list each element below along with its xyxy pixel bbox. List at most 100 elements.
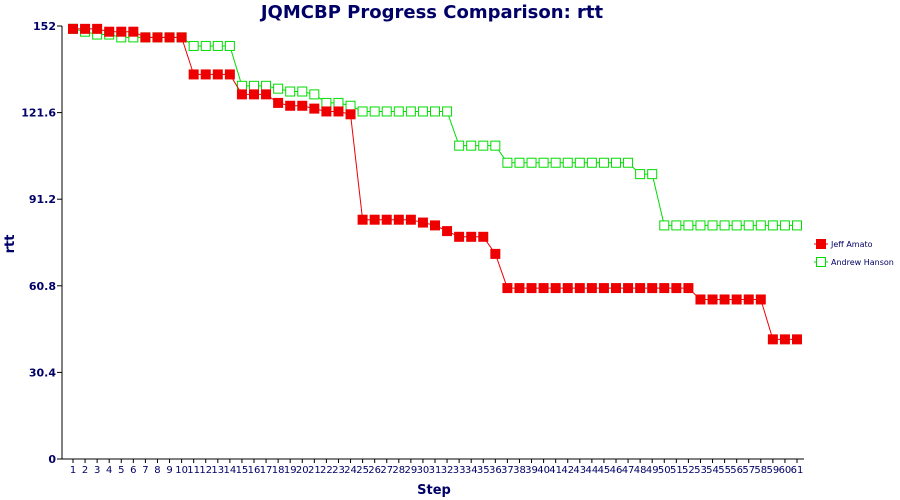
data-point: [586, 157, 597, 168]
x-tick-label: 17: [260, 465, 273, 476]
x-tick-label: 1: [70, 465, 76, 476]
data-point: [249, 89, 259, 100]
y-tick-label: 60.8: [29, 280, 56, 293]
x-tick-label: 39: [525, 465, 538, 476]
data-point: [466, 140, 477, 151]
x-tick-label: 36: [489, 465, 502, 476]
data-point: [297, 100, 308, 111]
data-point: [695, 294, 706, 305]
legend-label: Jeff Amato: [830, 240, 873, 249]
data-point: [321, 106, 332, 117]
data-point: [369, 214, 380, 225]
data-point: [261, 80, 272, 91]
legend: Jeff Amato Andrew Hanson: [814, 239, 894, 267]
data-point: [116, 26, 127, 37]
x-tick-label: 10: [175, 465, 188, 476]
data-point: [405, 214, 416, 225]
data-point: [345, 100, 356, 111]
y-tick-label: 91.2: [29, 193, 56, 206]
data-point: [611, 283, 621, 294]
data-point: [309, 89, 320, 100]
data-point: [309, 103, 320, 114]
data-point: [743, 294, 754, 305]
x-tick-label: 53: [694, 465, 707, 476]
data-point: [538, 157, 549, 168]
x-tick-label: 27: [380, 465, 393, 476]
x-tick-label: 8: [154, 465, 160, 476]
x-tick-label: 43: [573, 465, 586, 476]
data-point: [333, 97, 344, 108]
x-tick-label: 29: [404, 465, 417, 476]
x-tick-label: 23: [332, 465, 345, 476]
data-point: [80, 23, 91, 34]
y-tick-label: 121.6: [21, 107, 56, 120]
x-tick-label: 55: [718, 465, 731, 476]
x-tick-label: 57: [742, 465, 755, 476]
x-tick-label: 13: [211, 465, 224, 476]
data-point: [767, 220, 778, 231]
x-tick-label: 19: [284, 465, 297, 476]
x-tick-label: 46: [610, 465, 623, 476]
data-point: [611, 157, 621, 168]
data-point: [635, 283, 646, 294]
data-point: [623, 157, 634, 168]
data-point: [478, 231, 489, 242]
x-tick-label: 34: [465, 465, 478, 476]
data-point: [104, 26, 115, 37]
x-tick-label: 40: [537, 465, 550, 476]
data-point: [792, 220, 802, 231]
x-tick-label: 51: [670, 465, 683, 476]
data-point: [683, 220, 694, 231]
data-point: [249, 80, 259, 91]
data-point: [321, 97, 332, 108]
data-point: [743, 220, 754, 231]
data-point: [224, 40, 235, 51]
data-point: [478, 140, 489, 151]
data-point: [683, 283, 694, 294]
data-point: [707, 220, 718, 231]
data-point: [647, 169, 658, 180]
data-point: [454, 231, 465, 242]
data-point: [357, 106, 368, 117]
x-tick-label: 6: [130, 465, 136, 476]
data-point: [345, 109, 356, 120]
y-axis-label: rtt: [3, 235, 18, 254]
data-point: [550, 283, 561, 294]
data-point: [261, 89, 272, 100]
x-tick-label: 61: [791, 465, 804, 476]
data-point: [562, 157, 573, 168]
data-point: [381, 106, 392, 117]
data-point: [466, 231, 477, 242]
data-point: [212, 69, 223, 80]
x-tick-label: 47: [622, 465, 635, 476]
data-point: [297, 86, 308, 97]
x-tick-label: 3: [94, 465, 100, 476]
x-tick-label: 59: [766, 465, 779, 476]
data-point: [212, 40, 223, 51]
x-tick-label: 48: [634, 465, 647, 476]
x-tick-label: 20: [296, 465, 309, 476]
data-point: [417, 106, 428, 117]
data-point: [574, 157, 585, 168]
x-tick-label: 33: [453, 465, 466, 476]
data-point: [140, 32, 151, 43]
data-point: [152, 32, 163, 43]
x-tick-label: 54: [706, 465, 719, 476]
x-tick-label: 52: [682, 465, 695, 476]
y-tick-label: 30.4: [29, 366, 56, 379]
x-tick-label: 16: [248, 465, 261, 476]
data-point: [454, 140, 465, 151]
data-point: [647, 283, 658, 294]
x-tick-label: 56: [730, 465, 743, 476]
x-tick-label: 18: [272, 465, 285, 476]
data-point: [659, 220, 670, 231]
data-point: [273, 83, 284, 94]
data-point: [176, 32, 187, 43]
data-point: [164, 32, 175, 43]
data-point: [236, 89, 247, 100]
data-point: [695, 220, 706, 231]
x-tick-label: 11: [187, 465, 200, 476]
x-ticks: 1 2 3 4 5 6 7 8 9 10 11 12 13 14 15 16 17 18 19 20 21 22 23 24 2…: [70, 459, 804, 476]
data-point: [200, 40, 211, 51]
x-tick-label: 25: [356, 465, 369, 476]
